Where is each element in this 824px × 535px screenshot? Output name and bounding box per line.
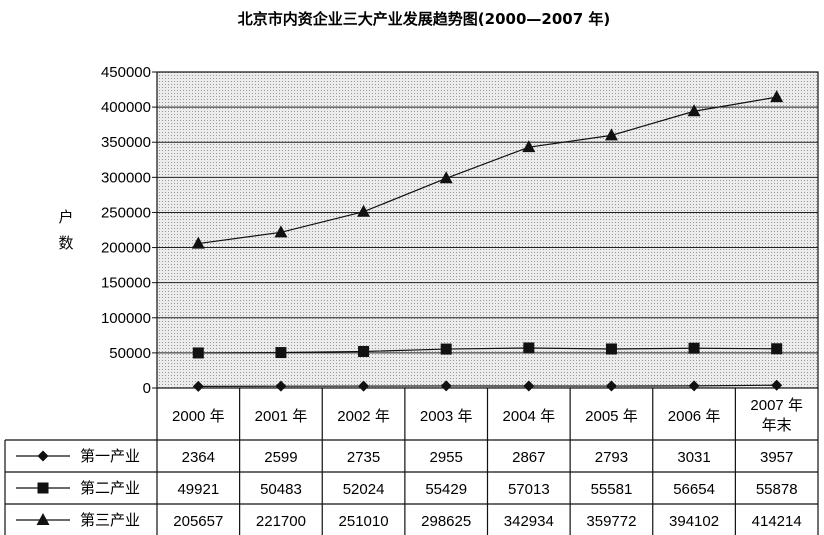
- marker-square: [192, 347, 204, 359]
- x-category-label: 2006 年: [668, 408, 721, 425]
- marker-diamond: [275, 380, 287, 392]
- data-label: 342934: [504, 513, 554, 530]
- marker-diamond: [37, 450, 49, 462]
- y-axis: 0 50000 100000 150000 200000 250000 300000 3500…: [101, 64, 157, 397]
- marker-triangle: [687, 104, 701, 117]
- y-tick-label: 200000: [101, 240, 151, 257]
- y-tick-label: 250000: [101, 204, 151, 221]
- data-table: 2000 年 2001 年 2002 年 2003 年 2004 年 2005 年 2006…: [4, 388, 819, 535]
- marker-triangle: [770, 90, 784, 103]
- data-label: 49921: [177, 481, 219, 498]
- series-layer: [191, 90, 784, 392]
- data-label: 2735: [347, 449, 380, 466]
- data-label: 55429: [425, 481, 467, 498]
- x-category-label: 2005 年: [585, 408, 638, 425]
- data-label: 221700: [256, 513, 306, 530]
- marker-triangle: [439, 171, 453, 184]
- x-category-label: 2003 年: [420, 408, 473, 425]
- chart-title: 北京市内资企业三大产业发展趋势图(2000—2007 年): [238, 10, 610, 28]
- x-category-label: 2000 年: [172, 408, 225, 425]
- series-line: [198, 96, 777, 245]
- x-category-label: 2004 年: [503, 408, 556, 425]
- data-label: 57013: [508, 481, 550, 498]
- legend-label: 第一产业: [80, 447, 140, 465]
- marker-diamond: [771, 379, 783, 391]
- data-label: 205657: [173, 513, 223, 530]
- data-label: 50483: [260, 481, 302, 498]
- y-tick-label: 350000: [101, 134, 151, 151]
- x-category-label: 2001 年: [255, 408, 308, 425]
- x-category-label: 年末: [762, 417, 792, 434]
- x-category-label: 2007 年: [750, 397, 803, 414]
- marker-diamond: [358, 380, 370, 392]
- y-tick-label: 450000: [101, 64, 151, 81]
- legend-label: 第三产业: [80, 511, 140, 529]
- marker-square: [275, 347, 287, 359]
- series-line: [198, 384, 777, 387]
- y-tick-label: 400000: [101, 99, 151, 116]
- data-label: 2599: [264, 449, 297, 466]
- data-label: 298625: [421, 513, 471, 530]
- marker-square: [37, 482, 49, 494]
- table-row: 第二产业 49921 50483 52024 55429 57013 55581 56654 5…: [16, 479, 798, 498]
- y-tick-label: 150000: [101, 275, 151, 292]
- y-tick-label: 100000: [101, 310, 151, 327]
- marker-square: [771, 343, 783, 355]
- marker-triangle: [36, 513, 50, 525]
- data-label: 56654: [673, 481, 715, 498]
- x-category-label: 2002 年: [337, 408, 390, 425]
- marker-square: [440, 343, 452, 355]
- data-label: 2867: [512, 449, 545, 466]
- data-label: 2955: [430, 449, 463, 466]
- data-label: 3957: [760, 449, 793, 466]
- marker-diamond: [440, 380, 452, 392]
- marker-diamond: [688, 380, 700, 392]
- table-row: 第一产业 2364 2599 2735 2955 2867 2793 3031 3957: [16, 447, 793, 466]
- data-label: 394102: [669, 513, 719, 530]
- marker-triangle: [522, 140, 536, 153]
- series-1: [192, 379, 783, 392]
- y-tick-label: 50000: [109, 345, 151, 362]
- marker-square: [358, 345, 370, 357]
- marker-triangle: [274, 225, 288, 238]
- y-tick-label: 300000: [101, 169, 151, 186]
- marker-triangle: [604, 128, 618, 141]
- data-label: 2793: [595, 449, 628, 466]
- series-3: [191, 90, 784, 249]
- marker-triangle: [357, 204, 371, 217]
- marker-square: [605, 343, 617, 355]
- data-label: 359772: [586, 513, 636, 530]
- y-axis-label-char: 户: [58, 208, 73, 226]
- data-label: 2364: [182, 449, 215, 466]
- data-label: 55581: [591, 481, 633, 498]
- marker-square: [688, 342, 700, 354]
- series-line: [198, 347, 777, 354]
- data-label: 251010: [339, 513, 389, 530]
- legend-label: 第二产业: [80, 479, 140, 497]
- plot-area: [156, 71, 819, 389]
- y-axis-label: 户数: [58, 208, 73, 252]
- marker-diamond: [605, 380, 617, 392]
- data-label: 52024: [343, 481, 385, 498]
- y-tick-label: 0: [143, 380, 151, 397]
- table-row: 第三产业 205657 221700 251010 298625 342934 359772…: [16, 511, 802, 530]
- plot-background: [157, 72, 818, 388]
- y-axis-label-char: 数: [58, 234, 73, 252]
- marker-square: [523, 342, 535, 354]
- marker-triangle: [191, 236, 205, 249]
- data-label: 3031: [677, 449, 710, 466]
- marker-diamond: [523, 380, 535, 392]
- data-label: 55878: [756, 481, 798, 498]
- marker-diamond: [192, 380, 204, 392]
- series-2: [192, 342, 783, 359]
- data-label: 414214: [752, 513, 802, 530]
